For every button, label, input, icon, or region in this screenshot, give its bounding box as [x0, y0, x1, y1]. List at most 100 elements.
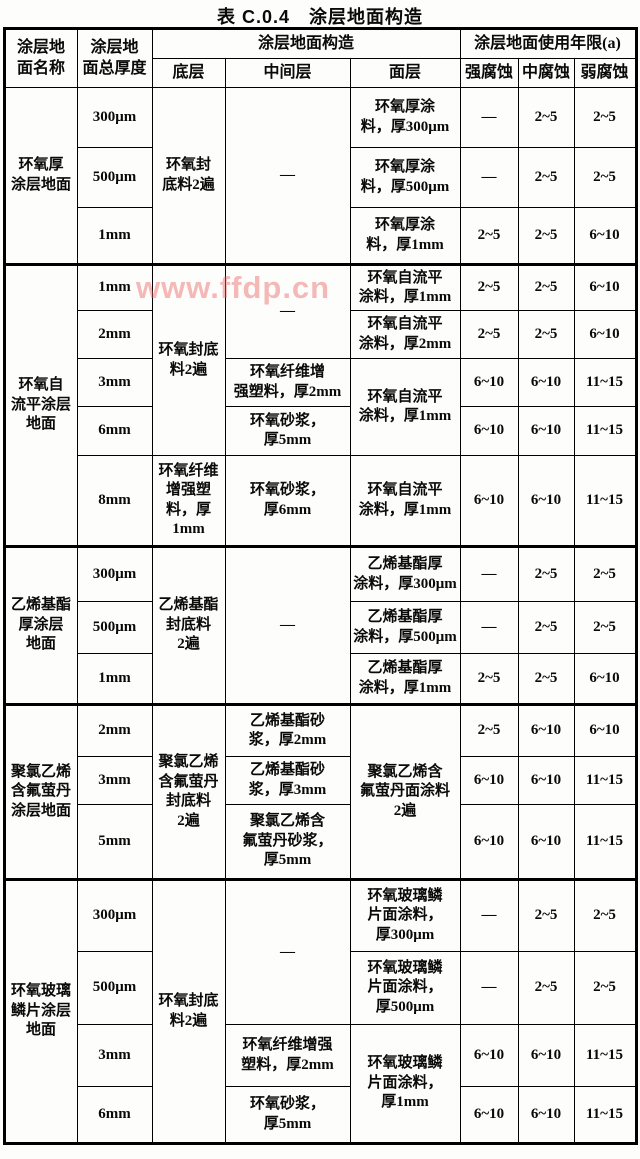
cell-floor-name: 环氧厚 涂层地面: [3, 87, 78, 265]
table-row: 聚氯乙烯 含氟萤丹 涂层地面 2mm 聚氯乙烯 含氟萤丹 封底料 2遍 乙烯基酯…: [3, 703, 637, 880]
table-row: 1mm 乙烯基酯厚 涂料，厚1mm 2~5 2~5 6~10: [4, 653, 637, 705]
cell-weak-corrosion: 2~5: [573, 147, 637, 208]
cell-medium-corrosion: 2~5: [517, 878, 575, 952]
cell-medium-corrosion: 2~5: [517, 87, 575, 148]
table-row: 3mm 环氧纤维增 强塑料，厚2mm 环氧自流平 涂料，厚1mm 6~10 6~…: [4, 358, 637, 456]
cell-bottom-layer: 乙烯基酯 封底料 2遍: [151, 545, 226, 705]
cell-middle-layer: —: [224, 545, 351, 705]
cell-weak-corrosion: 11~15: [573, 406, 637, 456]
table-row: 环氧自 流平涂层 地面 1mm 环氧封底 料2遍 — 环氧自流平 涂料，厚1mm…: [3, 263, 637, 547]
cell-bottom-layer: 聚氯乙烯 含氟萤丹 封底料 2遍: [151, 703, 226, 880]
header-medium-corrosion: 中腐蚀: [517, 58, 575, 88]
cell-middle-layer: 环氧砂浆， 厚5mm: [224, 1086, 351, 1144]
header-service-life-group: 涂层地面使用年限(a): [459, 28, 637, 59]
cell-weak-corrosion: 11~15: [573, 756, 637, 805]
cell-floor-name: 聚氯乙烯 含氟萤丹 涂层地面: [3, 703, 78, 880]
header-row-2: 底层 中间层 面层 强腐蚀 中腐蚀 弱腐蚀: [4, 58, 637, 88]
cell-medium-corrosion: 6~10: [517, 455, 575, 547]
table-row: 环氧玻璃 鳞片涂层 地面 300μm 环氧封底 料2遍 — 环氧玻璃鳞 片面涂料…: [3, 878, 637, 1144]
cell-weak-corrosion: 11~15: [573, 804, 637, 880]
cell-thickness: 6mm: [76, 406, 153, 456]
header-strong-corrosion: 强腐蚀: [459, 58, 519, 88]
cell-middle-layer: 环氧砂浆， 厚6mm: [224, 455, 351, 547]
cell-surface-layer: 环氧自流平 涂料，厚1mm: [349, 263, 461, 311]
header-middle-layer: 中间层: [224, 58, 351, 88]
cell-middle-layer: —: [224, 87, 351, 265]
cell-weak-corrosion: 2~5: [573, 951, 637, 1025]
cell-thickness: 3mm: [76, 756, 153, 805]
cell-middle-layer: 乙烯基酯砂 浆，厚3mm: [224, 756, 351, 805]
header-construction-group: 涂层地面构造: [151, 28, 461, 59]
cell-thickness: 3mm: [76, 1024, 153, 1087]
cell-medium-corrosion: 2~5: [517, 601, 575, 654]
cell-surface-layer: 环氧玻璃鳞 片面涂料， 厚300μm: [349, 878, 461, 952]
cell-thickness: 1mm: [76, 207, 153, 265]
table-row: 8mm 环氧纤维 增强塑 料，厚 1mm 环氧砂浆， 厚6mm 环氧自流平 涂料…: [4, 455, 637, 547]
cell-surface-layer: 乙烯基酯厚 涂料，厚300μm: [349, 545, 461, 602]
header-floor-name: 涂层地 面名称: [3, 28, 78, 88]
cell-bottom-layer: 环氧纤维 增强塑 料，厚 1mm: [151, 455, 226, 547]
coating-floor-table: 涂层地 面名称 涂层地 面总厚度 涂层地面构造 涂层地面使用年限(a) 底层 中…: [2, 27, 638, 1145]
cell-medium-corrosion: 2~5: [517, 147, 575, 208]
cell-bottom-layer: 环氧封 底料2遍: [151, 87, 226, 265]
cell-medium-corrosion: 2~5: [517, 207, 575, 265]
cell-medium-corrosion: 2~5: [517, 310, 575, 359]
cell-floor-name: 环氧自 流平涂层 地面: [3, 263, 78, 547]
cell-strong-corrosion: 2~5: [459, 653, 519, 705]
cell-strong-corrosion: —: [459, 147, 519, 208]
cell-floor-name: 乙烯基酯 厚涂层 地面: [3, 545, 78, 705]
cell-strong-corrosion: —: [459, 87, 519, 148]
cell-weak-corrosion: 2~5: [573, 87, 637, 148]
cell-thickness: 1mm: [76, 653, 153, 705]
cell-weak-corrosion: 6~10: [573, 653, 637, 705]
cell-thickness: 2mm: [76, 310, 153, 359]
cell-thickness: 500μm: [76, 601, 153, 654]
header-surface-layer: 面层: [349, 58, 461, 88]
table-row: 3mm 乙烯基酯砂 浆，厚3mm 6~10 6~10 11~15: [4, 756, 637, 805]
cell-middle-layer: 乙烯基酯砂 浆，厚2mm: [224, 703, 351, 757]
cell-surface-layer: 环氧厚涂 料，厚500μm: [349, 147, 461, 208]
header-bottom-layer: 底层: [151, 58, 226, 88]
cell-weak-corrosion: 2~5: [573, 878, 637, 952]
cell-medium-corrosion: 6~10: [517, 1086, 575, 1144]
cell-weak-corrosion: 11~15: [573, 1086, 637, 1144]
cell-medium-corrosion: 6~10: [517, 703, 575, 757]
cell-thickness: 2mm: [76, 703, 153, 757]
header-weak-corrosion: 弱腐蚀: [573, 58, 637, 88]
cell-medium-corrosion: 6~10: [517, 756, 575, 805]
table-title: 表 C.0.4 涂层地面构造: [216, 7, 424, 27]
cell-medium-corrosion: 6~10: [517, 358, 575, 407]
table-row: 6mm 环氧砂浆， 厚5mm 6~10 6~10 11~15: [4, 406, 637, 456]
cell-thickness: 300μm: [76, 878, 153, 952]
cell-weak-corrosion: 11~15: [573, 455, 637, 547]
cell-weak-corrosion: 6~10: [573, 263, 637, 311]
cell-strong-corrosion: 6~10: [459, 406, 519, 456]
cell-middle-layer: —: [224, 878, 351, 1025]
cell-weak-corrosion: 11~15: [573, 1024, 637, 1087]
cell-strong-corrosion: 2~5: [459, 703, 519, 757]
cell-middle-layer: 环氧纤维增 强塑料，厚2mm: [224, 358, 351, 407]
cell-medium-corrosion: 6~10: [517, 804, 575, 880]
cell-surface-layer: 环氧厚涂 料，厚1mm: [349, 207, 461, 265]
cell-strong-corrosion: 6~10: [459, 1024, 519, 1087]
cell-strong-corrosion: —: [459, 545, 519, 602]
cell-surface-layer: 聚氯乙烯含 氟萤丹面涂料 2遍: [349, 703, 461, 880]
table-row: 500μm 环氧厚涂 料，厚500μm — 2~5 2~5: [4, 147, 637, 208]
table-row: 1mm 环氧厚涂 料，厚1mm 2~5 2~5 6~10: [4, 207, 637, 265]
cell-thickness: 1mm: [76, 263, 153, 311]
cell-thickness: 500μm: [76, 147, 153, 208]
header-row-1: 涂层地 面名称 涂层地 面总厚度 涂层地面构造 涂层地面使用年限(a): [3, 28, 637, 88]
cell-weak-corrosion: 2~5: [573, 601, 637, 654]
cell-middle-layer: 环氧纤维增强 塑料，厚2mm: [224, 1024, 351, 1087]
cell-thickness: 8mm: [76, 455, 153, 547]
table-row: 环氧厚 涂层地面 300μm 环氧封 底料2遍 — 环氧厚涂 料，厚300μm …: [3, 87, 637, 265]
cell-surface-layer: 环氧玻璃鳞 片面涂料， 厚500μm: [349, 951, 461, 1025]
cell-medium-corrosion: 6~10: [517, 406, 575, 456]
cell-medium-corrosion: 6~10: [517, 1024, 575, 1087]
cell-weak-corrosion: 6~10: [573, 310, 637, 359]
cell-strong-corrosion: —: [459, 601, 519, 654]
cell-thickness: 300μm: [76, 87, 153, 148]
cell-strong-corrosion: —: [459, 878, 519, 952]
cell-middle-layer: —: [224, 263, 351, 359]
